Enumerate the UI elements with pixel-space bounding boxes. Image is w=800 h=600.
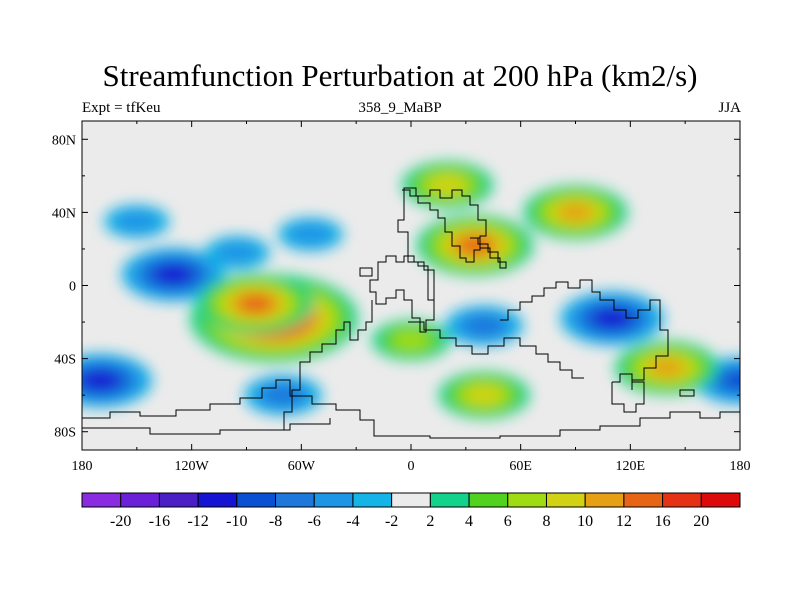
- colorbar-label: 16: [655, 513, 671, 530]
- y-tick-label: 80S: [54, 426, 76, 441]
- coastline-layer: [82, 187, 740, 439]
- colorbar-label: -4: [346, 513, 359, 530]
- run-label: 358_9_MaBP: [358, 100, 442, 116]
- positive-contour-band: [649, 358, 685, 377]
- colorbar-swatch: [545, 492, 586, 508]
- colorbar-label: -6: [308, 513, 321, 530]
- colorbar-label: 2: [426, 513, 434, 530]
- colorbar-swatch: [158, 492, 199, 508]
- colorbar-swatch: [391, 492, 431, 508]
- colorbar-swatch: [584, 492, 625, 508]
- colorbar-label: -2: [385, 513, 398, 530]
- colorbar-label: 12: [616, 513, 632, 530]
- x-tick-label: 60E: [509, 459, 532, 474]
- coastline-islands: [359, 267, 695, 397]
- colorbar-swatch: [120, 492, 160, 508]
- colorbar-label: 20: [693, 513, 709, 530]
- colorbar-swatch: [236, 492, 277, 508]
- x-tick-label: 180: [730, 459, 751, 474]
- positive-contour-band: [429, 175, 466, 195]
- colorbar-swatch: [662, 492, 702, 508]
- negative-contour-band: [464, 315, 504, 336]
- colorbar-label: -8: [269, 513, 282, 530]
- y-tick-label: 80N: [52, 133, 76, 148]
- x-tick-label: 0: [408, 459, 415, 474]
- negative-contour-band: [215, 241, 260, 264]
- coastline-antarctica: [82, 379, 740, 439]
- contour-blobs: [82, 161, 740, 419]
- colorbar-swatch: [429, 492, 470, 508]
- colorbar-swatch: [700, 492, 741, 508]
- colorbar-swatch: [507, 492, 547, 508]
- colorbar-label: -10: [226, 513, 247, 530]
- positive-contour-band: [238, 295, 273, 313]
- colorbar-swatch: [275, 492, 315, 508]
- coastline-australia: [611, 373, 645, 413]
- colorbar-label: 8: [542, 513, 550, 530]
- x-tick-label: 120W: [175, 459, 210, 474]
- coastline-asia: [500, 279, 669, 390]
- colorbar-swatch: [352, 492, 393, 508]
- season-label: JJA: [718, 100, 741, 116]
- negative-contour-band: [156, 265, 191, 284]
- colorbar-label: 10: [577, 513, 593, 530]
- colorbar-label: -12: [187, 513, 208, 530]
- y-tick-label: 0: [69, 280, 76, 295]
- colorbar-label: -20: [110, 513, 131, 530]
- negative-contour-band: [82, 371, 118, 390]
- colorbar-swatch: [623, 492, 664, 508]
- map-plot-area: [81, 120, 741, 451]
- colorbar-label: 6: [504, 513, 512, 530]
- colorbar-label: 4: [465, 513, 473, 530]
- positive-contour-band: [458, 236, 492, 254]
- x-tick-label: 180: [72, 459, 93, 474]
- negative-contour-band: [721, 371, 740, 390]
- y-axis: 80N 40N 0 40S 80S: [52, 133, 740, 441]
- colorbar-swatch: [468, 492, 509, 508]
- colorbar-swatch: [313, 492, 354, 508]
- colorbar: -20 -16 -12 -10 -8 -6 -4 -2 2 4 6 8 10 12 16 20: [81, 492, 741, 530]
- coastline-africa-europe: [369, 187, 487, 333]
- positive-contour-band: [558, 203, 593, 222]
- negative-contour-band: [594, 309, 630, 328]
- x-axis: 180 120W 60W 0 60E 120E 180: [72, 121, 751, 474]
- colorbar-swatch: [197, 492, 238, 508]
- experiment-label: Expt = tfKeu: [82, 100, 161, 116]
- coastline-maritime: [408, 321, 584, 379]
- x-tick-label: 60W: [288, 459, 316, 474]
- y-tick-label: 40N: [52, 206, 76, 221]
- x-tick-label: 120E: [616, 459, 646, 474]
- positive-contour-band: [465, 385, 503, 405]
- colorbar-swatch: [81, 492, 122, 508]
- negative-contour-band: [288, 223, 333, 246]
- negative-contour-band: [114, 210, 159, 233]
- coastline-antarctic-shelf: [82, 418, 331, 435]
- coastline-south-africa: [276, 300, 373, 431]
- positive-contour-band: [391, 330, 431, 351]
- coastline-arabia: [470, 237, 507, 269]
- y-tick-label: 40S: [54, 353, 76, 368]
- colorbar-label: -16: [149, 513, 170, 530]
- plot-title: Streamfunction Perturbation at 200 hPa (…: [102, 58, 698, 93]
- contour-field: [82, 161, 740, 419]
